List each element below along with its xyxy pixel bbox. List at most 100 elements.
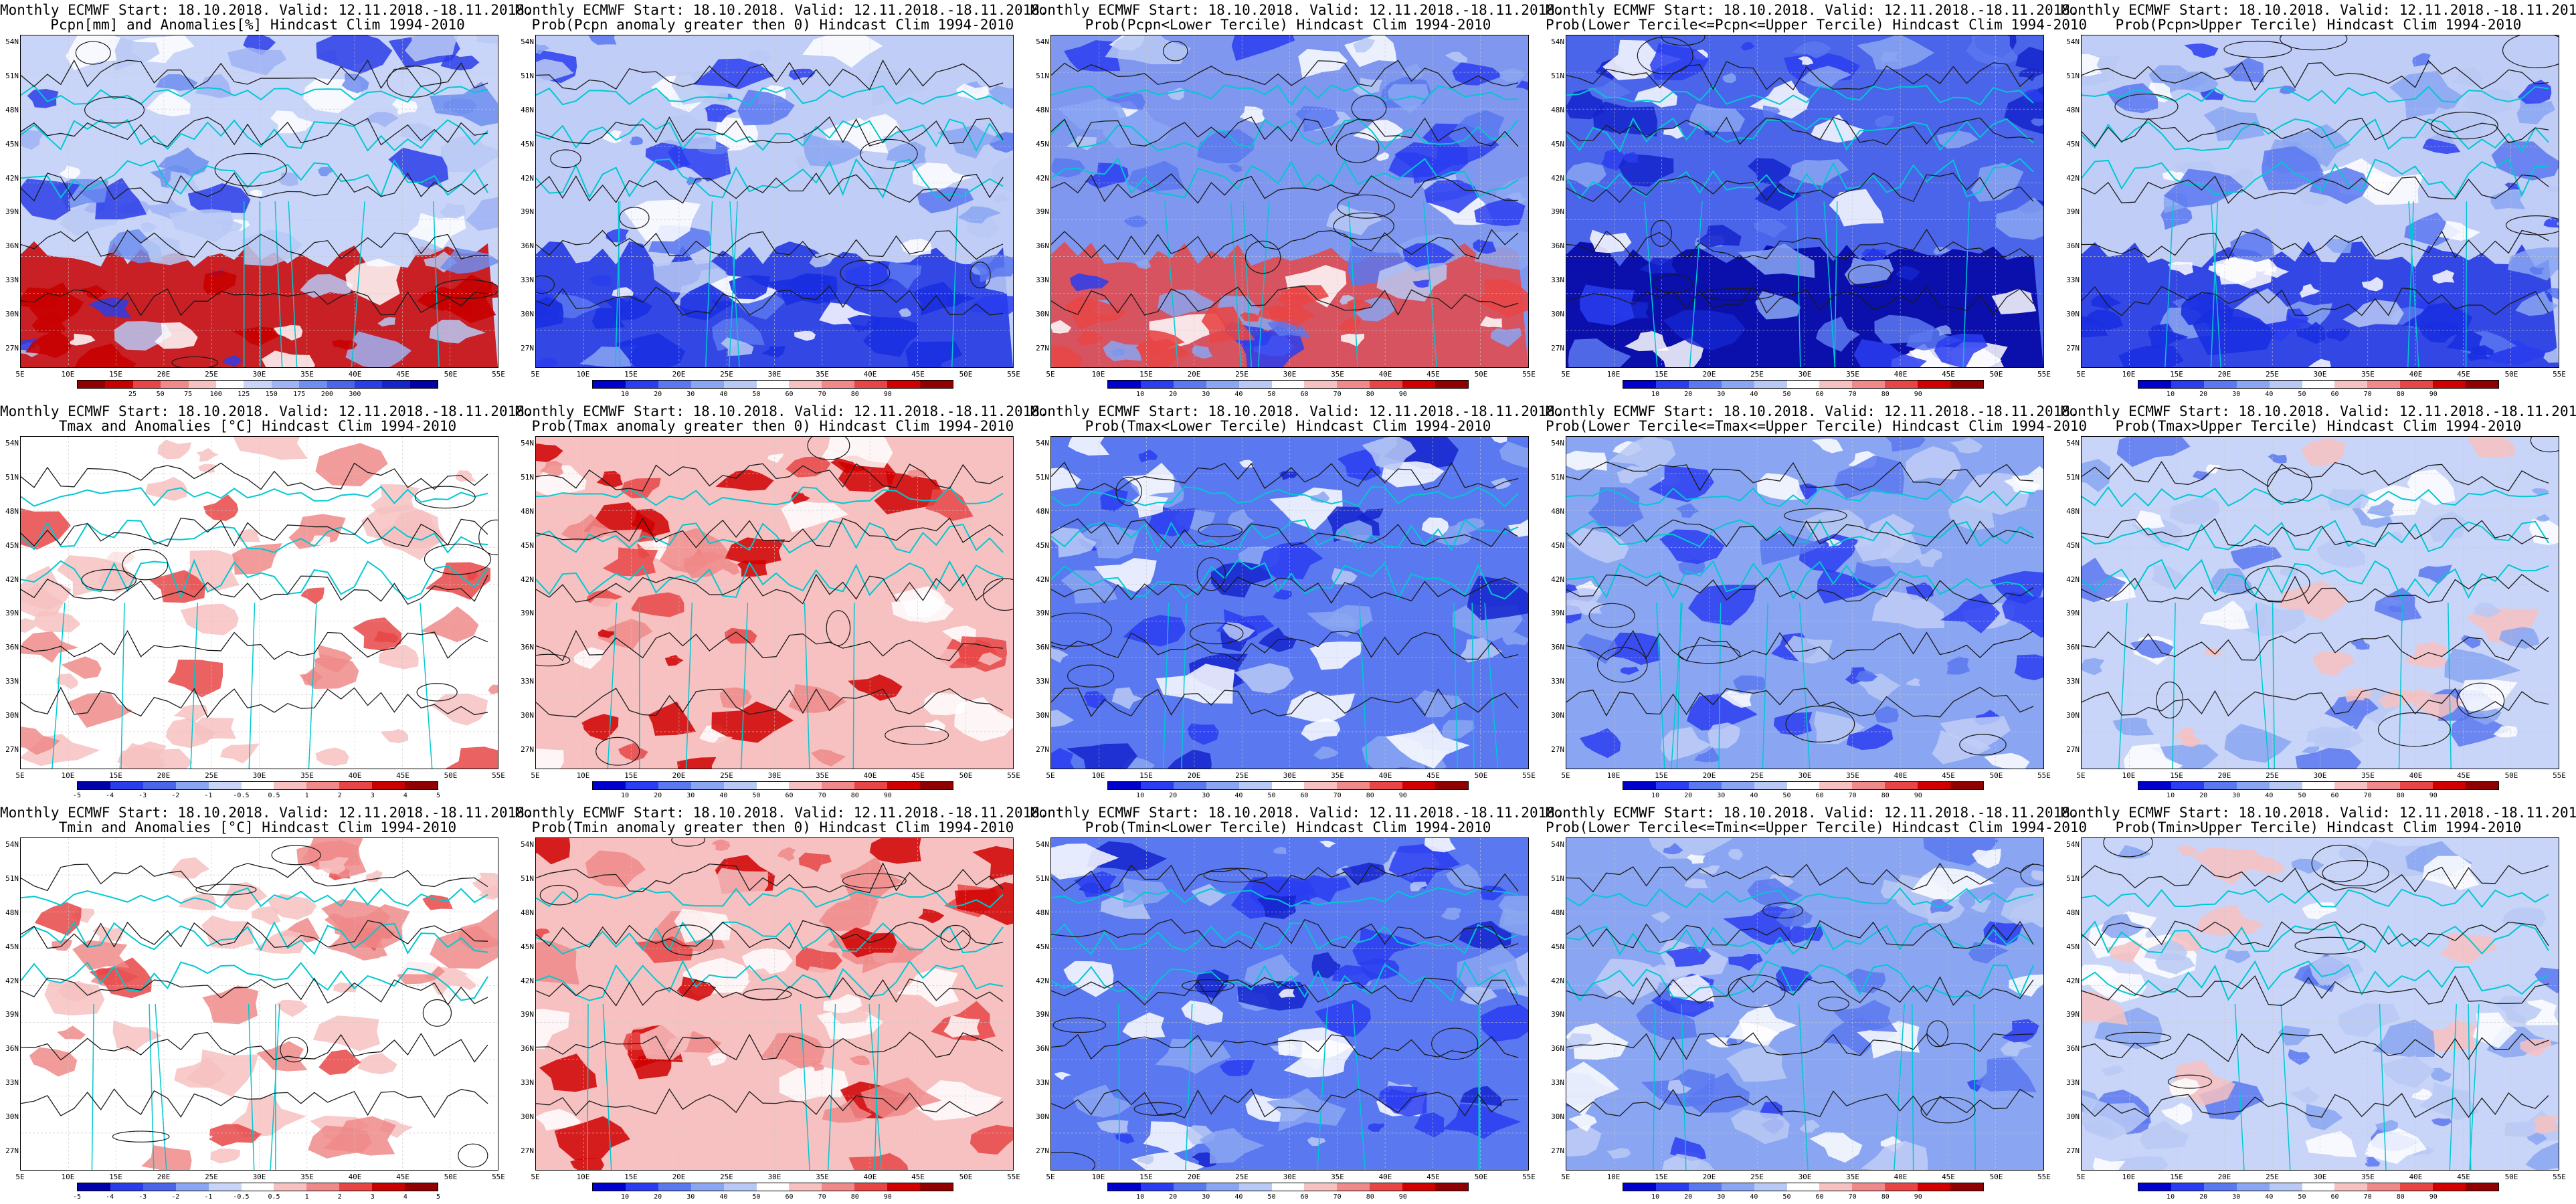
border-line (607, 602, 618, 769)
field-blob (1602, 39, 1683, 80)
contour-loop (1728, 974, 1786, 1008)
latitude-label: 48N (521, 105, 534, 114)
color-bar-swatch (1623, 381, 1656, 388)
color-bar-swatch (2466, 782, 2498, 789)
longitude-label: 30E (2313, 370, 2327, 379)
latitude-label: 33N (1036, 677, 1049, 686)
contour-loop (280, 1037, 308, 1063)
contour-line (1566, 1088, 2034, 1118)
color-bar-swatch (789, 782, 822, 789)
field-blob (1568, 1114, 1597, 1132)
field-blob (630, 136, 644, 146)
color-bar-swatch (1337, 381, 1370, 388)
field-blob (2208, 264, 2228, 273)
color-bar-labels: 10 20 30 40 50 60 70 80 90 (2138, 1193, 2499, 1203)
panel-title-line2: Prob(Tmax anomaly greater then 0) Hindca… (531, 418, 1014, 434)
field-blob (2101, 913, 2146, 938)
field-blob (2507, 247, 2559, 281)
color-bar-label: 20 (1169, 1193, 1178, 1201)
field-blob (1101, 106, 1172, 148)
field-blob (899, 308, 911, 317)
field-blob (795, 966, 860, 998)
longitude-label: 30E (252, 771, 266, 780)
color-bar-label: 90 (1398, 1193, 1407, 1201)
latitude-label: 45N (5, 942, 19, 951)
latitude-label: 30N (1551, 310, 1564, 319)
field-blob (794, 330, 816, 341)
longitude-label: 50E (1474, 1173, 1488, 1181)
field-blob (809, 254, 833, 268)
field-blob (2543, 217, 2559, 228)
contour-line (536, 1088, 1004, 1116)
contour-loop (2311, 844, 2369, 882)
panel-title-line2: Prob(Tmax<Lower Tercile) Hindcast Clim 1… (1085, 418, 1491, 434)
field-blob (1199, 1128, 1265, 1164)
field-blob (536, 357, 558, 367)
coastline (21, 961, 488, 1001)
contour-loop (2244, 565, 2310, 602)
field-blob (1776, 966, 1813, 991)
border-line (1185, 1003, 1193, 1170)
longitude-label: 40E (1894, 771, 1908, 780)
longitude-label: 35E (816, 1173, 829, 1181)
field-blob (1460, 637, 1503, 663)
color-bar-label: 20 (654, 792, 662, 799)
contour-line (1566, 920, 2034, 949)
field-blob (159, 459, 183, 470)
color-bar-label: 50 (752, 792, 761, 799)
field-blob (913, 648, 960, 670)
field-blob (840, 856, 903, 902)
color-bar-label: 40 (719, 792, 728, 799)
field-blob (709, 868, 769, 900)
field-blob (1273, 846, 1287, 855)
color-bar-swatch (1688, 1183, 1722, 1191)
field-blob (2195, 904, 2264, 936)
color-bar-label: 90 (2429, 391, 2437, 398)
color-bar-swatch (2367, 381, 2401, 388)
field-blob (405, 213, 466, 249)
longitude-label: 55E (1007, 771, 1020, 780)
field-blob (1639, 258, 1677, 274)
field-blob (1459, 987, 1497, 1005)
field-blob (1833, 455, 1905, 499)
color-bar-label: 150 (265, 391, 278, 398)
contour-loop (1588, 603, 1635, 628)
field-blob (1728, 849, 1743, 861)
color-bar-swatch (1655, 381, 1689, 388)
coastline (1566, 85, 2034, 106)
field-blob (1313, 746, 1339, 760)
color-bar-swatch (1885, 381, 1918, 388)
latitude-label: 39N (521, 207, 534, 217)
field-blob (659, 528, 731, 575)
longitude-label: 50E (2504, 1173, 2518, 1181)
map-area (1566, 837, 2044, 1171)
longitude-label: 20E (672, 771, 686, 780)
panel-title-line2: Prob(Pcpn<Lower Tercile) Hindcast Clim 1… (1085, 17, 1491, 33)
longitude-label: 45E (396, 1173, 409, 1181)
field-blob (1687, 585, 1757, 626)
field-blob (630, 592, 684, 617)
coastline (21, 84, 488, 105)
field-blob (1855, 670, 1877, 682)
field-blob (1412, 280, 1430, 288)
longitude-label: 30E (1283, 1173, 1297, 1181)
field-blob (2082, 1094, 2148, 1140)
field-blob (2515, 291, 2559, 316)
field-blob (232, 1094, 307, 1138)
field-blob (2262, 266, 2290, 278)
color-bar-swatch (2466, 1183, 2498, 1191)
field-blob (1445, 52, 1468, 63)
color-bar-label: 20 (2199, 792, 2208, 799)
color-bar-swatch (2466, 381, 2498, 388)
latitude-label: 48N (2066, 908, 2080, 917)
latitude-label: 48N (521, 506, 534, 516)
contour-line (536, 285, 1004, 316)
field-blob (1936, 130, 1979, 149)
color-bar-swatch (110, 1183, 143, 1191)
field-blob (887, 262, 922, 290)
contour-line (536, 59, 1004, 90)
latitude-label: 30N (1036, 310, 1049, 319)
color-bar-swatch (1271, 782, 1305, 789)
longitude-label: 5E (1561, 771, 1570, 780)
color-bar-swatch (625, 782, 658, 789)
